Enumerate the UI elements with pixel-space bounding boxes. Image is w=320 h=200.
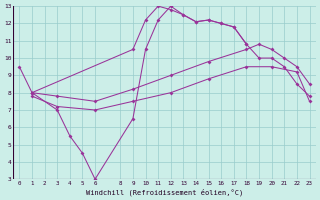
X-axis label: Windchill (Refroidissement éolien,°C): Windchill (Refroidissement éolien,°C)	[86, 188, 243, 196]
